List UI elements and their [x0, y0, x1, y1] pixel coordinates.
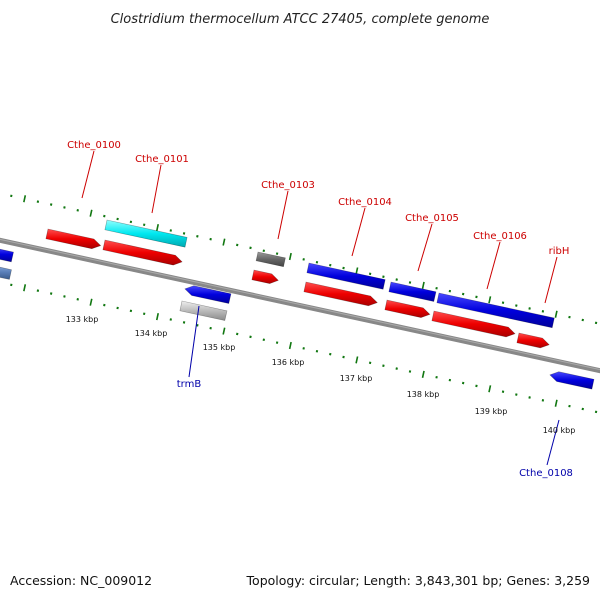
gene-label-cthe-0104[interactable]: Cthe_0104 [338, 197, 392, 208]
label-leader-lines [81, 150, 560, 466]
accession-label: Accession: [10, 573, 77, 588]
accession-value: NC_009012 [80, 573, 153, 588]
label-leader-line [546, 419, 560, 466]
gene-label-trmb[interactable]: trmB [177, 379, 202, 390]
separator: ; [355, 573, 360, 588]
reverse-cds-box-edge[interactable] [0, 247, 14, 263]
major-tick [355, 356, 359, 364]
major-tick [288, 252, 292, 261]
major-tick [488, 385, 492, 393]
label-leader-line [81, 150, 95, 199]
reverse-pseudo-box[interactable] [179, 300, 228, 321]
scale-label: 138 kbp [407, 390, 440, 399]
scale-label: 137 kbp [340, 374, 373, 383]
genes-value: 3,259 [554, 573, 590, 588]
scale-label: 135 kbp [203, 343, 236, 352]
reverse-cds-arrow[interactable] [184, 285, 232, 304]
topology-label: Topology: [246, 573, 306, 588]
scale-label: 139 kbp [475, 407, 508, 416]
label-leader-line [188, 305, 200, 378]
major-tick [421, 370, 425, 378]
gene-labels: Cthe_0100 Cthe_0101 Cthe_0103 Cthe_0104 … [67, 140, 573, 479]
genome-summary-line: Topology: circular; Length: 3,843,301 bp… [247, 573, 590, 588]
forward-cds-arrow[interactable] [102, 239, 183, 266]
major-tick [155, 224, 160, 232]
forward-cds-arrow[interactable] [516, 332, 550, 349]
gene-label-cthe-0105[interactable]: Cthe_0105 [405, 213, 459, 224]
gene-label-cthe-0101[interactable]: Cthe_0101 [135, 154, 189, 165]
forward-cds-arrow[interactable] [384, 299, 431, 318]
forward-cds-arrow[interactable] [45, 228, 102, 250]
forward-cds-arrow[interactable] [303, 281, 378, 307]
separator: ; [498, 573, 503, 588]
inner-tick-ring [10, 283, 598, 414]
scale-label: 133 kbp [66, 315, 99, 324]
genome-backbone [0, 237, 600, 374]
highlight-cds-box[interactable] [104, 219, 188, 248]
scale-labels: 133 kbp 134 kbp 135 kbp 136 kbp 137 kbp … [66, 315, 576, 435]
forward-cds-arrow[interactable] [431, 310, 516, 338]
reverse-cds-box[interactable] [388, 281, 437, 302]
scale-label: 134 kbp [135, 329, 168, 338]
genome-backbone-highlight [0, 238, 600, 371]
major-tick [421, 281, 425, 289]
label-leader-line [151, 164, 162, 214]
forward-cds-arrow[interactable] [251, 269, 279, 284]
accession-line: Accession: NC_009012 [10, 573, 152, 588]
label-leader-line [351, 207, 366, 257]
length-label: Length: [363, 573, 411, 588]
scale-label: 136 kbp [272, 358, 305, 367]
major-tick [23, 195, 27, 203]
topology-value: circular [309, 573, 356, 588]
major-tick [89, 209, 93, 217]
gene-label-ribh[interactable]: ribH [549, 246, 570, 257]
label-leader-line [486, 241, 501, 290]
reverse-pseudo-box-edge[interactable] [0, 265, 12, 280]
major-tick [23, 284, 27, 292]
label-leader-line [417, 223, 433, 272]
reverse-cds-box[interactable] [306, 262, 386, 290]
outer-tick-ring [10, 194, 598, 325]
pseudo-gene-box[interactable] [255, 251, 286, 268]
major-tick [89, 298, 93, 306]
major-tick [554, 399, 558, 407]
map-title: Clostridium thermocellum ATCC 27405, com… [111, 12, 490, 27]
feature-track [0, 219, 595, 390]
major-tick [222, 238, 226, 246]
reverse-cds-arrow[interactable] [549, 371, 595, 390]
major-tick [554, 310, 558, 318]
scale-label: 140 kbp [543, 426, 576, 435]
gene-label-cthe-0108[interactable]: Cthe_0108 [519, 468, 573, 479]
major-tick [288, 341, 292, 350]
gene-label-cthe-0103[interactable]: Cthe_0103 [261, 180, 315, 191]
major-tick [222, 327, 226, 335]
gene-label-cthe-0106[interactable]: Cthe_0106 [473, 231, 527, 242]
length-value: 3,843,301 bp [414, 573, 499, 588]
gene-label-cthe-0100[interactable]: Cthe_0100 [67, 140, 121, 151]
major-tick [355, 267, 359, 275]
major-tick [155, 313, 160, 321]
genes-label: Genes: [506, 573, 551, 588]
reverse-cds-box[interactable] [436, 292, 555, 329]
label-leader-line [544, 256, 558, 304]
label-leader-line [277, 190, 289, 240]
major-tick [488, 296, 492, 304]
